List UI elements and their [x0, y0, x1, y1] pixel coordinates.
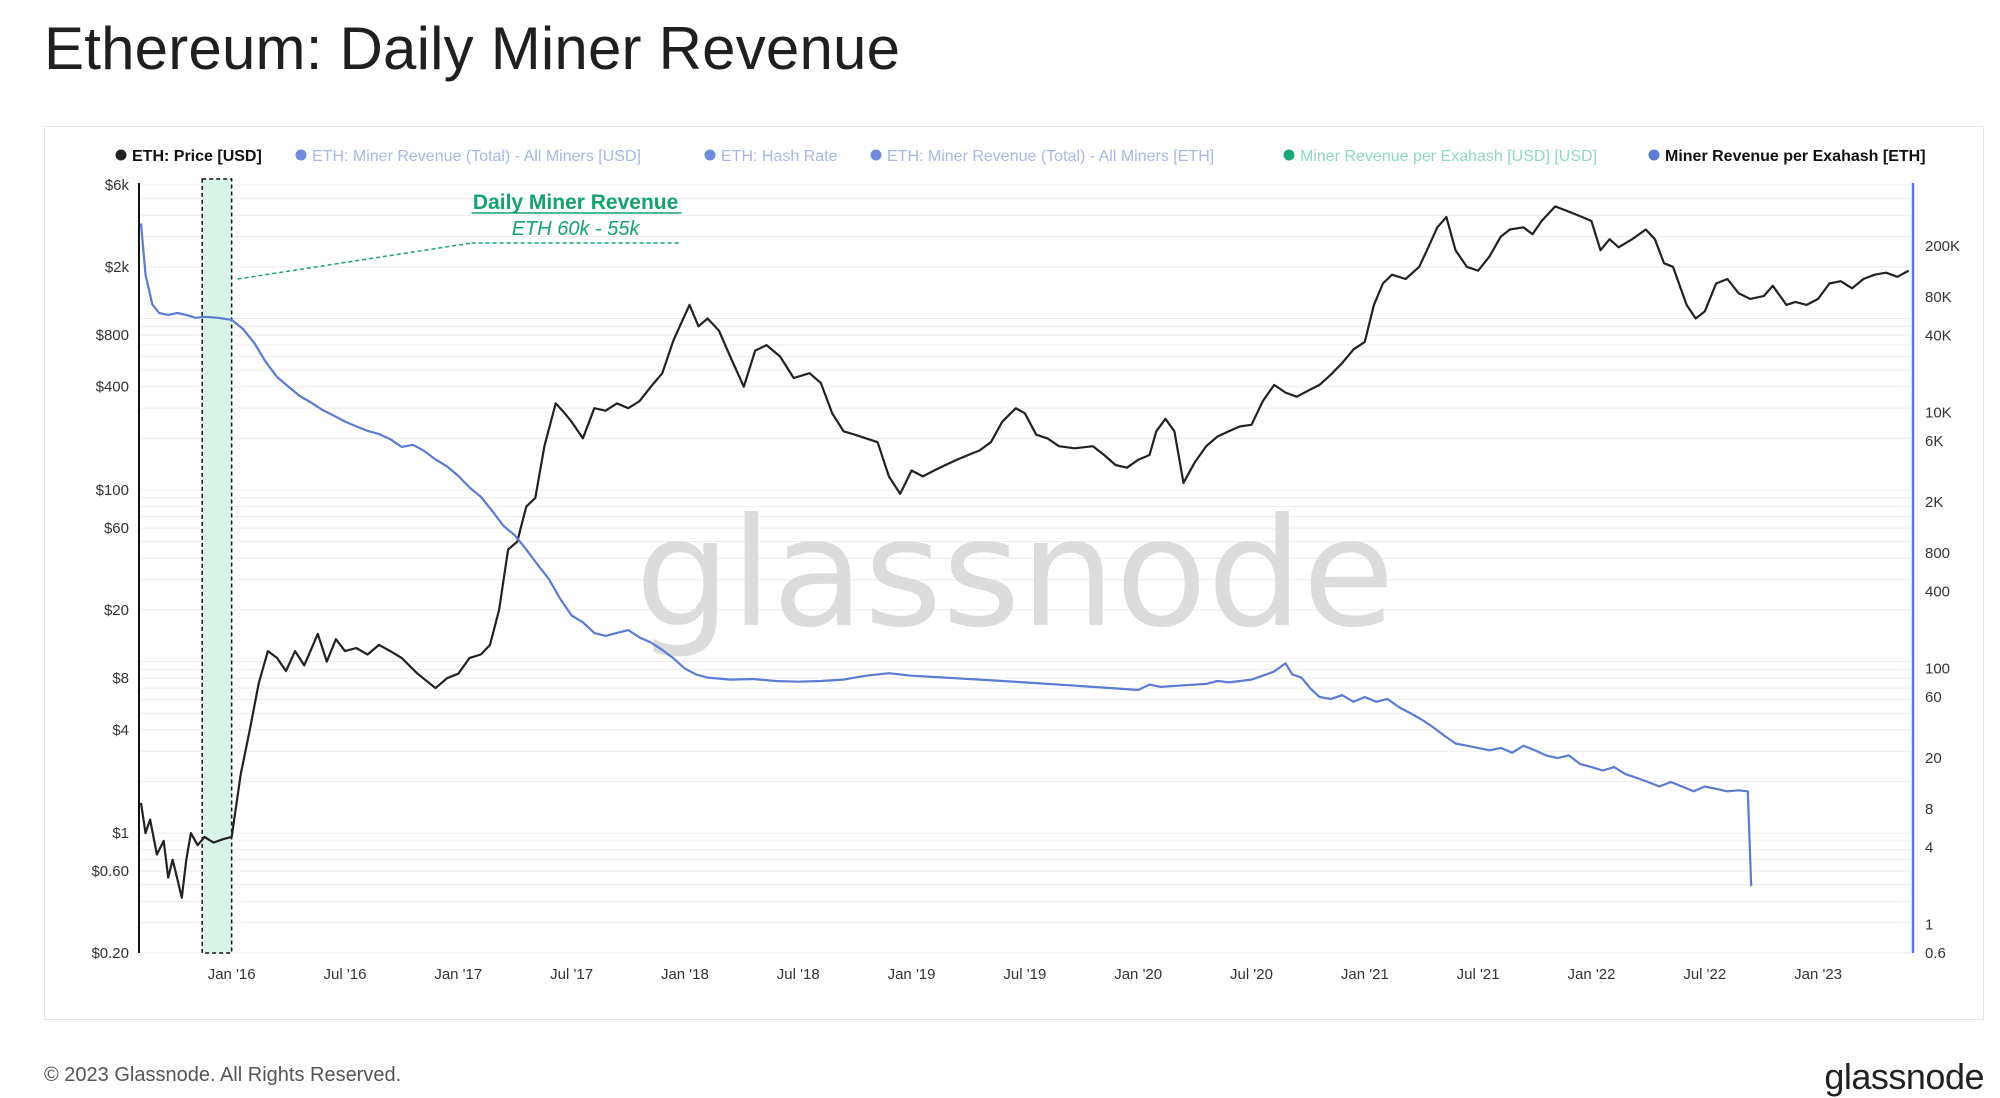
legend-label: ETH: Price [USD]	[132, 148, 262, 165]
x-tick-label: Jan '20	[1114, 966, 1162, 983]
legend-item: Miner Revenue per Exahash [USD] [USD]	[1283, 148, 1597, 165]
y-tick-label-right: 100	[1925, 661, 1950, 678]
x-tick-label: Jul '18	[777, 966, 820, 983]
x-tick-label: Jan '21	[1341, 966, 1389, 983]
y-tick-label-left: $20	[104, 602, 129, 619]
chart-panel: glassnode ETH: Price [USD] ETH: Miner Rev…	[44, 126, 1984, 1020]
miner-revenue-line	[139, 223, 1753, 887]
legend-item: ETH: Miner Revenue (Total) - All Miners …	[295, 148, 641, 165]
x-tick-label: Jan '16	[208, 966, 256, 983]
y-tick-label-left: $100	[96, 482, 129, 499]
y-tick-label-right: 400	[1925, 584, 1950, 601]
series	[139, 205, 1910, 899]
y-tick-label-right: 4	[1925, 840, 1933, 857]
legend-marker	[704, 149, 716, 161]
legend-marker	[115, 149, 127, 161]
annotation-connector	[237, 242, 472, 280]
y-tick-label-right: 800	[1925, 545, 1950, 562]
y-tick-label-left: $800	[96, 327, 129, 344]
y-tick-label-left: $60	[104, 520, 129, 537]
x-tick-label: Jul '20	[1230, 966, 1273, 983]
y-tick-label-left: $6k	[105, 177, 130, 194]
y-tick-label-left: $400	[96, 379, 129, 396]
x-tick-label: Jan '23	[1794, 966, 1842, 983]
highlight-band	[201, 178, 233, 954]
price-line	[139, 205, 1910, 899]
legend-label: Miner Revenue per Exahash [USD] [USD]	[1300, 148, 1597, 165]
y-tick-label-left: $4	[112, 722, 129, 739]
y-tick-label-left: $0.20	[91, 945, 129, 962]
x-tick-label: Jan '22	[1567, 966, 1615, 983]
legend-label: Miner Revenue per Exahash [ETH]	[1665, 148, 1926, 165]
legend-item: Miner Revenue per Exahash [ETH]	[1648, 148, 1926, 165]
y-tick-label-right: 20	[1925, 750, 1942, 767]
x-tick-label: Jul '22	[1683, 966, 1726, 983]
y-tick-label-right: 40K	[1925, 328, 1952, 345]
x-tick-label: Jan '18	[661, 966, 709, 983]
y-tick-label-right: 80K	[1925, 289, 1952, 306]
annotation-title: Daily Miner Revenue	[473, 191, 678, 214]
grid-lines	[141, 184, 1911, 954]
y-tick-label-right: 10K	[1925, 405, 1952, 422]
x-tick-label: Jan '19	[888, 966, 936, 983]
y-tick-label-right: 0.6	[1925, 945, 1946, 962]
legend-label: ETH: Hash Rate	[721, 148, 838, 165]
footer-copyright: © 2023 Glassnode. All Rights Reserved.	[44, 1064, 402, 1086]
page-title: Ethereum: Daily Miner Revenue	[44, 15, 901, 82]
y-tick-label-right: 60	[1925, 689, 1942, 706]
y-tick-label-left: $8	[112, 670, 129, 687]
y-tick-label-right: 2K	[1925, 494, 1943, 511]
y-tick-label-left: $0.60	[91, 863, 129, 880]
legend-marker	[870, 149, 882, 161]
legend: ETH: Price [USD] ETH: Miner Revenue (Tota…	[115, 148, 1926, 165]
y-tick-label-left: $2k	[105, 259, 130, 276]
x-tick-label: Jul '19	[1003, 966, 1046, 983]
x-tick-label: Jan '17	[434, 966, 482, 983]
y-tick-label-left: $1	[112, 825, 129, 842]
annotation: Daily Miner Revenue ETH 60k - 55k	[237, 191, 682, 280]
x-tick-label: Jul '17	[550, 966, 593, 983]
legend-marker	[1648, 149, 1660, 161]
y-tick-label-right: 200K	[1925, 238, 1960, 255]
legend-label: ETH: Miner Revenue (Total) - All Miners …	[887, 148, 1214, 165]
y-tick-label-right: 6K	[1925, 433, 1943, 450]
y-tick-label-right: 1	[1925, 917, 1933, 934]
x-tick-label: Jul '21	[1457, 966, 1500, 983]
legend-item: ETH: Hash Rate	[704, 148, 838, 165]
watermark-text: glassnode	[635, 487, 1394, 661]
chart: glassnode ETH: Price [USD] ETH: Miner Rev…	[91, 148, 1960, 983]
legend-label: ETH: Miner Revenue (Total) - All Miners …	[312, 148, 641, 165]
highlight-band-rect	[201, 178, 233, 954]
y-tick-label-right: 8	[1925, 801, 1933, 818]
axes: $6k $2k $800 $400 $100 $60 $20 $8 $4 $1 $0.60 $0.20…	[91, 177, 1960, 983]
legend-item: ETH: Price [USD]	[115, 148, 262, 165]
legend-item: ETH: Miner Revenue (Total) - All Miners …	[870, 148, 1214, 165]
x-tick-label: Jul '16	[324, 966, 367, 983]
annotation-subtitle: ETH 60k - 55k	[512, 218, 641, 240]
legend-marker	[295, 149, 307, 161]
legend-marker	[1283, 149, 1295, 161]
glassnode-logo: glassnode	[1824, 1056, 1984, 1097]
